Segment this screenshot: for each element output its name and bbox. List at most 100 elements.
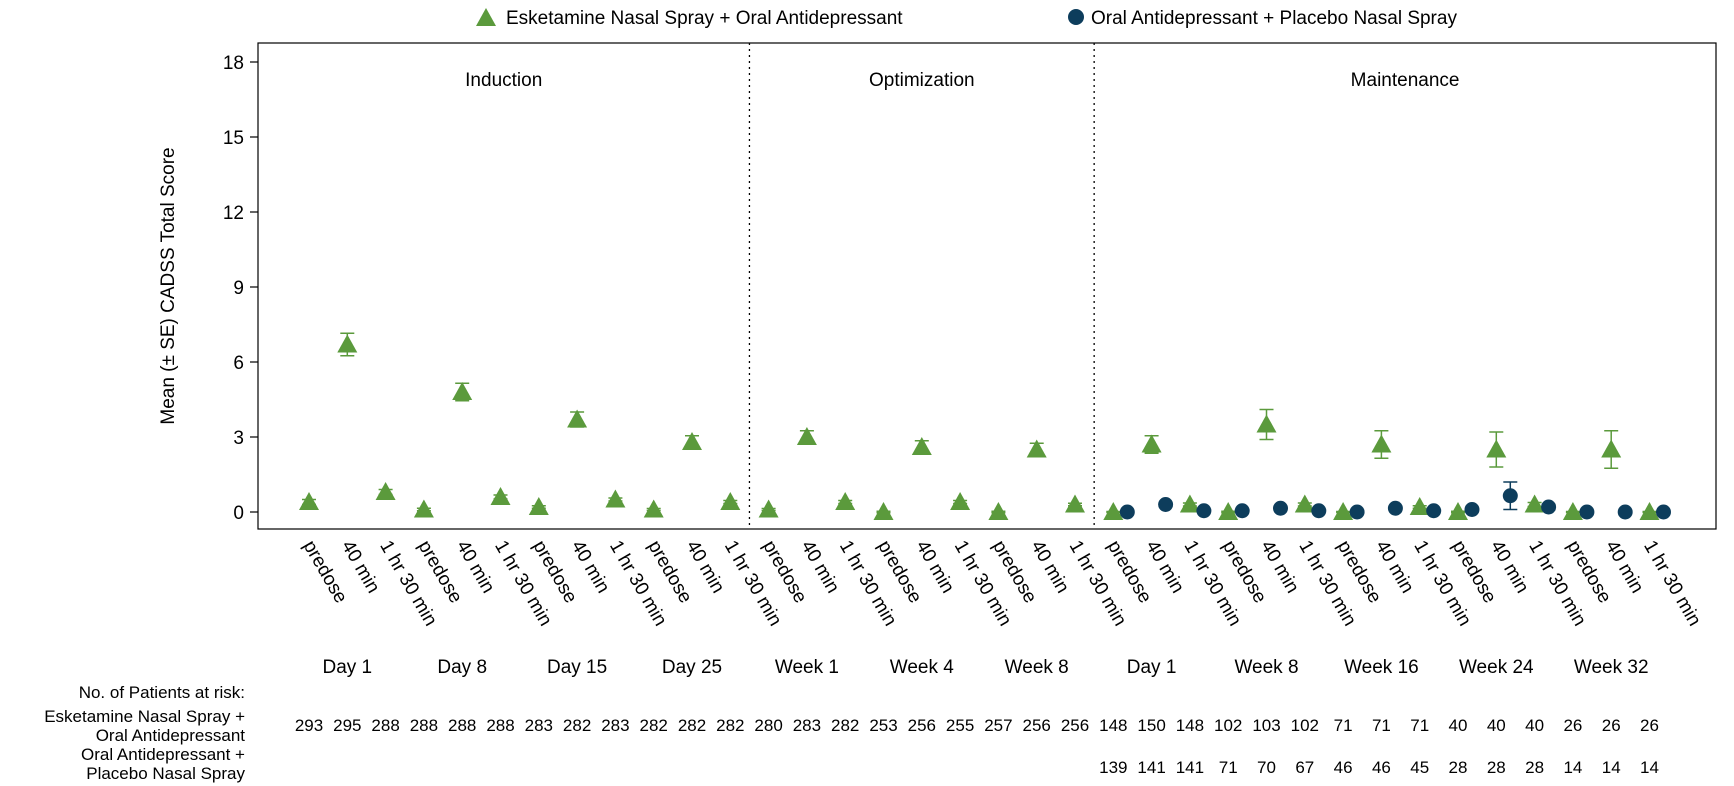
risk-count-1-15: 253 [869,716,897,735]
point-esketamine-8 [605,489,626,508]
point-placebo-33 [1579,504,1595,520]
point-esketamine-26 [1294,494,1315,513]
risk-table: No. of Patients at risk: Esketamine Nasa… [44,683,1659,783]
visit-label-0: Day 1 [322,657,372,678]
visit-label-3: Day 25 [662,657,722,678]
risk-count-1-29: 71 [1410,716,1429,735]
point-placebo-25 [1273,500,1288,516]
risk-count-1-18: 257 [984,716,1012,735]
point-esketamine-2 [375,482,396,500]
point-placebo-24 [1234,503,1250,519]
risk-count-1-14: 282 [831,716,859,735]
risk-count-1-21: 148 [1099,716,1127,735]
point-esketamine-18 [988,502,1009,520]
point-placebo-30 [1464,502,1480,517]
risk-count-1-31: 40 [1487,716,1506,735]
risk-count-1-22: 150 [1137,716,1165,735]
phase-layer: Induction Optimization Maintenance [465,43,1459,529]
risk-count-1-4: 288 [448,716,476,735]
risk-count-1-16: 256 [908,716,936,735]
risk-count-2-35: 14 [1640,758,1659,777]
visit-labels: Day 1 Day 8 Day 15 Day 25 Week 1 Week 4 Week 8… [322,657,1648,678]
risk-count-1-23: 148 [1176,716,1204,735]
risk-count-1-35: 26 [1640,716,1659,735]
x-tick-label-35: 1 hr 30 min [1639,537,1705,630]
point-esketamine-5 [490,487,511,505]
point-placebo-32 [1541,499,1557,515]
point-placebo-23 [1196,503,1212,519]
risk-count-2-21: 139 [1099,758,1127,777]
point-esketamine-13 [796,427,817,445]
point-placebo-31 [1502,488,1518,504]
visit-label-8: Week 8 [1234,657,1298,678]
risk-row-2-label-line-2: Placebo Nasal Spray [86,764,245,783]
risk-count-1-2: 288 [371,716,399,735]
legend: Esketamine Nasal Spray + Oral Antidepres… [476,8,1457,29]
visit-label-1: Day 8 [437,657,487,678]
risk-count-1-0: 293 [295,716,323,735]
y-tick-label-12: 12 [223,203,244,224]
risk-row-1-label-line-1: Esketamine Nasal Spray + [44,707,245,726]
risk-count-1-19: 256 [1023,716,1051,735]
point-esketamine-6 [528,497,549,515]
point-placebo-26 [1311,503,1327,519]
point-placebo-29 [1426,503,1442,519]
risk-table-title: No. of Patients at risk: [79,683,245,702]
visit-label-5: Week 4 [890,657,955,678]
point-placebo-22 [1158,497,1174,512]
visit-label-6: Week 8 [1005,657,1069,678]
point-esketamine-10 [682,432,702,450]
risk-count-2-27: 46 [1334,758,1353,777]
risk-count-1-11: 282 [716,716,744,735]
risk-count-1-33: 26 [1563,716,1582,735]
risk-count-2-29: 45 [1410,758,1429,777]
point-esketamine-33 [1562,502,1583,520]
point-placebo-21 [1119,504,1135,520]
risk-count-2-30: 28 [1449,758,1468,777]
risk-count-2-26: 67 [1295,758,1314,777]
risk-count-1-25: 103 [1252,716,1280,735]
risk-count-2-28: 46 [1372,758,1391,777]
point-esketamine-29 [1409,497,1430,515]
y-tick-label-9: 9 [233,278,244,299]
risk-count-1-17: 255 [946,716,974,735]
point-esketamine-22 [1141,434,1162,453]
point-esketamine-31 [1486,439,1507,458]
point-esketamine-11 [720,492,741,510]
risk-count-1-30: 40 [1449,716,1468,735]
visit-label-10: Week 24 [1459,657,1534,678]
point-esketamine-1 [337,334,358,353]
risk-count-2-24: 71 [1219,758,1238,777]
risk-count-1-9: 282 [640,716,668,735]
risk-row-2-label-line-1: Oral Antidepressant + [81,745,245,764]
legend-circle-icon [1068,9,1084,25]
visit-label-9: Week 16 [1344,657,1419,678]
point-placebo-27 [1349,504,1365,520]
visit-label-4: Week 1 [775,657,839,678]
legend-label-placebo: Oral Antidepressant + Placebo Nasal Spra… [1091,8,1457,29]
visit-label-7: Day 1 [1127,657,1177,678]
visit-label-11: Week 32 [1574,657,1649,678]
point-esketamine-9 [643,499,664,518]
point-esketamine-4 [452,382,473,400]
phase-label-maintenance: Maintenance [1351,70,1460,91]
point-esketamine-21 [1103,502,1124,520]
point-esketamine-14 [835,492,856,510]
point-esketamine-12 [758,499,779,518]
point-esketamine-20 [1065,494,1085,513]
point-esketamine-0 [299,492,319,510]
risk-count-2-32: 28 [1525,758,1544,777]
point-esketamine-32 [1524,494,1545,513]
point-placebo-35 [1656,504,1671,520]
risk-count-2-25: 70 [1257,758,1276,777]
risk-count-1-3: 288 [410,716,438,735]
risk-count-1-1: 295 [333,716,361,735]
risk-count-1-34: 26 [1602,716,1621,735]
point-esketamine-7 [567,409,588,428]
risk-count-1-13: 283 [793,716,821,735]
risk-count-1-6: 283 [525,716,553,735]
plot-frame [257,42,1717,530]
y-tick-label-18: 18 [223,53,244,74]
legend-label-esketamine: Esketamine Nasal Spray + Oral Antidepres… [506,8,903,29]
